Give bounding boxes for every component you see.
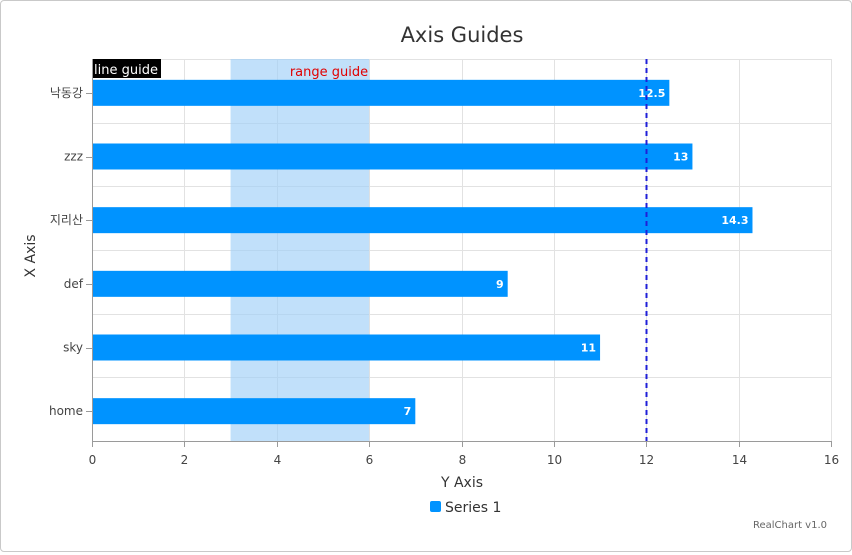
grid: [92, 59, 832, 442]
bar-data-label: 13: [673, 151, 688, 164]
value-axis-tick-label: 2: [181, 453, 189, 467]
category-axis-label: home: [49, 404, 83, 418]
credits: RealChart v1.0: [753, 520, 827, 531]
bar-data-label: 14.3: [721, 214, 748, 227]
x-axis-title: X Axis: [23, 234, 39, 277]
axes: 0 2 4 6 8 10 12 14 16 낙동강 zzz 지리산 def sky home: [49, 59, 839, 467]
value-axis-tick-label: 4: [274, 453, 282, 467]
bar: [92, 143, 693, 170]
category-axis-label: 지리산: [50, 213, 83, 227]
bar: [92, 334, 601, 361]
bar-data-label: 11: [581, 342, 596, 355]
bar: [92, 207, 753, 234]
bar-data-label: 9: [496, 278, 504, 291]
value-axis-tick-label: 16: [824, 453, 839, 467]
line-guide-label-background: [92, 59, 161, 78]
bar: [92, 270, 508, 297]
bars: 12.5 13 14.3 9 11 7: [92, 79, 753, 425]
legend[interactable]: Series 1: [430, 500, 501, 516]
legend-marker-icon: [430, 501, 441, 512]
line-guide-label: line guide: [94, 63, 158, 78]
value-axis-tick-label: 6: [366, 453, 374, 467]
category-axis-label: 낙동강: [50, 86, 83, 100]
value-axis-tick-label: 14: [732, 453, 747, 467]
line-guide: line guide: [92, 59, 648, 441]
category-axis-label: zzz: [64, 150, 83, 164]
value-axis-tick-label: 12: [639, 453, 654, 467]
chart-title: Axis Guides: [401, 23, 524, 47]
range-guide: range guide: [230, 59, 370, 441]
range-guide-label: range guide: [290, 65, 368, 80]
category-axis-label: sky: [63, 341, 83, 355]
y-axis-title: Y Axis: [440, 475, 483, 491]
value-axis-tick-label: 8: [459, 453, 467, 467]
bar: [92, 79, 670, 106]
range-guide-band: [230, 59, 370, 441]
value-axis-tick-label: 10: [547, 453, 562, 467]
bar-data-label: 12.5: [638, 87, 665, 100]
category-axis-label: def: [64, 277, 84, 291]
bar-data-label: 7: [404, 405, 412, 418]
value-axis-tick-label: 0: [89, 453, 97, 467]
legend-label: Series 1: [445, 500, 501, 516]
bar: [92, 398, 416, 425]
